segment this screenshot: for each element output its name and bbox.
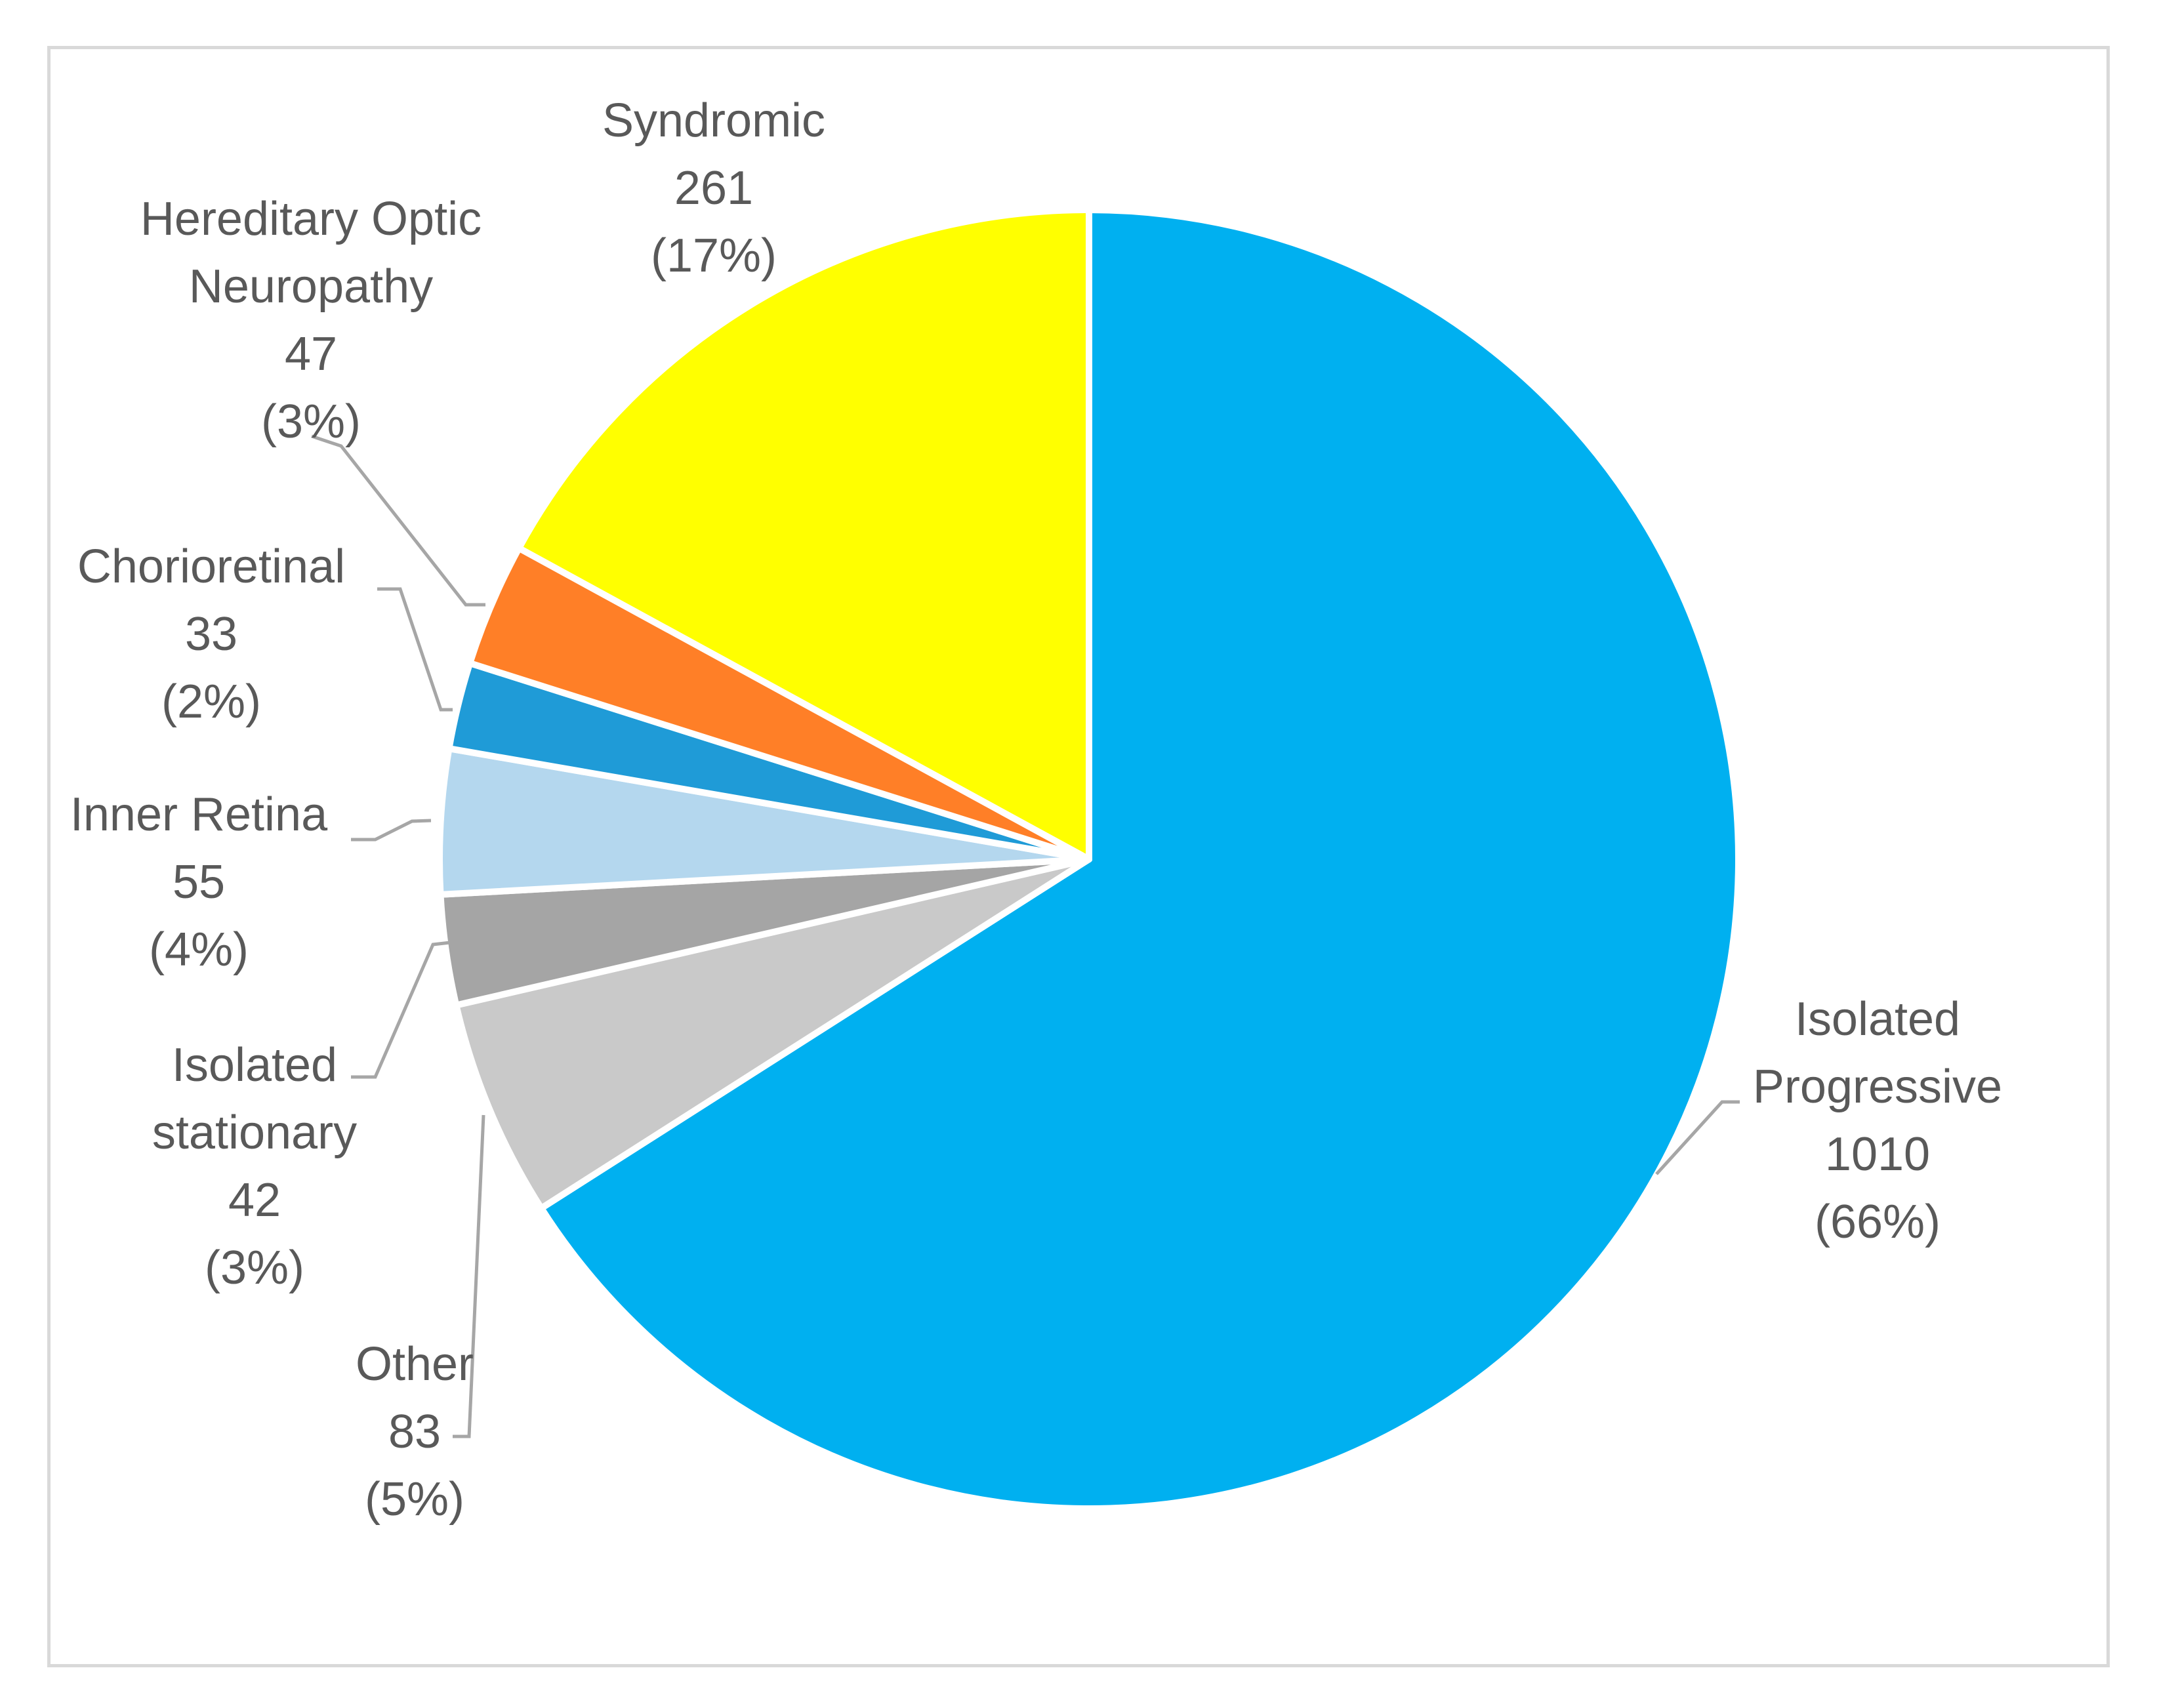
data-label-line: Neuropathy xyxy=(189,260,433,313)
data-labels: Isolated Progressive 1010 (66%) Other 83 (5%) I… xyxy=(70,94,2002,1526)
data-label-line: (3%) xyxy=(205,1242,304,1294)
data-label-line: (3%) xyxy=(261,396,361,448)
data-label-line: 47 xyxy=(285,328,337,380)
leader-line-isolated-stationary xyxy=(351,941,451,1079)
data-label-line: Hereditary Optic xyxy=(140,193,482,245)
data-label-line: Isolated xyxy=(1795,993,1960,1046)
data-label-line: (17%) xyxy=(651,230,777,282)
data-label-line: (2%) xyxy=(161,676,261,728)
data-label-line: Other xyxy=(356,1338,474,1391)
leader-line-inner-retina xyxy=(351,819,432,842)
data-label-inner-retina: Inner Retina 55 (4%) xyxy=(70,788,328,976)
slice-other xyxy=(453,856,1092,1212)
data-label-line: 33 xyxy=(185,608,237,661)
leader-line-other xyxy=(453,1114,485,1438)
leader-line-chorioretinal xyxy=(377,587,453,712)
data-label-line: Chorioretinal xyxy=(77,540,345,593)
data-label-line: 261 xyxy=(674,162,753,214)
data-label-line: Progressive xyxy=(1753,1061,2002,1113)
data-label-syndromic: Syndromic 261 (17%) xyxy=(602,94,825,282)
data-label-isolated-stationary: Isolated stationary 42 (3%) xyxy=(152,1039,357,1294)
data-label-line: 42 xyxy=(228,1174,281,1227)
data-label-line: Inner Retina xyxy=(70,788,328,841)
data-label-line: Isolated xyxy=(172,1039,337,1091)
data-label-line: (4%) xyxy=(149,924,249,976)
data-label-line: (66%) xyxy=(1815,1196,1941,1248)
slice-syndromic xyxy=(516,207,1092,863)
leader-lines xyxy=(311,434,1740,1438)
data-label-line: 83 xyxy=(388,1406,441,1458)
leader-line-isolated-progressive xyxy=(1655,1100,1740,1175)
data-label-isolated-progressive: Isolated Progressive 1010 (66%) xyxy=(1753,993,2002,1248)
leader-line-hereditary-optic-neuropathy xyxy=(311,434,485,607)
data-label-line: (5%) xyxy=(365,1473,464,1526)
data-label-other: Other 83 (5%) xyxy=(356,1338,474,1526)
data-label-line: 55 xyxy=(173,856,225,908)
data-label-line: 1010 xyxy=(1825,1128,1930,1181)
pie-slices xyxy=(436,207,1742,1512)
data-label-chorioretinal: Chorioretinal 33 (2%) xyxy=(77,540,345,728)
data-label-line: Syndromic xyxy=(602,94,825,147)
data-label-hereditary-optic-neuropathy: Hereditary Optic Neuropathy 47 (3%) xyxy=(140,193,482,448)
data-label-line: stationary xyxy=(152,1107,357,1159)
